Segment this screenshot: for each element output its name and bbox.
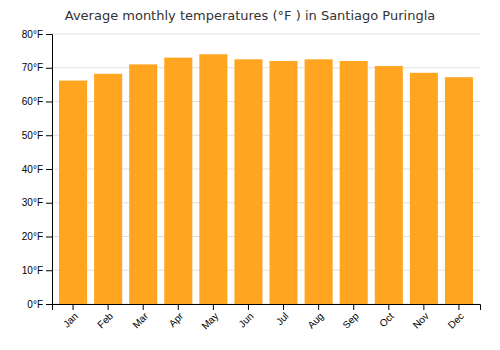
x-tick-mark (423, 304, 424, 310)
x-tick: May (199, 304, 220, 332)
y-tick-label: 70°F (22, 62, 43, 73)
x-tick-mark (353, 304, 354, 310)
x-axis-line (53, 305, 481, 311)
x-tick-mark (283, 304, 284, 310)
y-tick-mark (46, 34, 52, 35)
y-tick-mark (46, 237, 52, 238)
y-tick-mark (46, 203, 52, 204)
y-tick-label: 0°F (27, 299, 43, 310)
y-tick: 40°F (22, 164, 52, 175)
y-tick-mark (46, 135, 52, 136)
x-tick-label: Feb (95, 310, 115, 330)
grid (52, 34, 480, 304)
x-tick-label: Nov (411, 310, 431, 330)
y-tick-label: 40°F (22, 164, 43, 175)
x-tick-label: Oct (377, 310, 396, 329)
bar (59, 81, 87, 304)
y-axis: 0°F 10°F 20°F 30°F 40°F 50°F 60°F 70°F 80°F (22, 29, 53, 310)
x-tick: Feb (95, 304, 115, 330)
y-tick: 20°F (22, 231, 52, 242)
x-tick: Dec (446, 304, 466, 331)
y-tick-mark (46, 169, 52, 170)
x-axis: Jan Feb Mar Apr May Jun Jul Aug Sep Oct Nov Dec (53, 304, 481, 332)
x-tick-label: Jan (61, 310, 80, 329)
x-tick-mark (318, 304, 319, 310)
y-tick-label: 20°F (22, 231, 43, 242)
x-tick: Nov (411, 304, 431, 331)
x-tick: Jul (274, 304, 291, 327)
plot: 0°F 10°F 20°F 30°F 40°F 50°F 60°F 70°F 80°F Jan Fe… (22, 29, 481, 332)
x-tick-mark (178, 304, 179, 310)
x-tick-mark (143, 304, 144, 310)
y-tick: 10°F (22, 265, 52, 276)
bar (410, 73, 438, 304)
x-tick: Oct (377, 304, 396, 329)
x-tick-mark (213, 304, 214, 310)
y-tick: 0°F (27, 299, 52, 310)
bar (164, 58, 192, 304)
x-tick-label: Apr (167, 310, 186, 329)
bar (94, 74, 122, 304)
chart: Average monthly temperatures (°F ) in Sa… (0, 0, 500, 350)
x-tick-mark (458, 304, 459, 310)
x-tick: Aug (305, 304, 325, 331)
bar (270, 61, 298, 304)
x-tick-label: Jun (236, 310, 255, 329)
y-tick-label: 80°F (22, 29, 43, 40)
bar (340, 61, 368, 304)
x-tick-mark (108, 304, 109, 310)
bar (129, 64, 157, 304)
y-tick-label: 30°F (22, 197, 43, 208)
x-tick-mark (248, 304, 249, 310)
y-tick-mark (46, 68, 52, 69)
bar (199, 54, 227, 304)
x-tick-label: Dec (446, 310, 466, 330)
bar (234, 59, 262, 304)
y-tick: 70°F (22, 62, 52, 73)
x-tick-label: May (199, 310, 220, 331)
y-tick-mark (46, 270, 52, 271)
grid-line (52, 34, 480, 35)
y-tick-label: 10°F (22, 265, 43, 276)
x-tick: Jan (61, 304, 80, 330)
bar (375, 66, 403, 304)
x-tick-label: Mar (130, 310, 150, 330)
x-tick: Sep (340, 304, 361, 331)
y-tick-label: 60°F (22, 96, 43, 107)
x-tick-mark (388, 304, 389, 310)
x-tick-label: Jul (274, 310, 291, 327)
x-tick-label: Sep (340, 310, 361, 331)
x-tick: Jun (236, 304, 255, 330)
y-tick: 60°F (22, 96, 52, 107)
x-tick-mark (73, 304, 74, 310)
y-tick: 80°F (22, 29, 52, 40)
bar (445, 77, 473, 304)
grid-line (52, 67, 480, 68)
y-tick-label: 50°F (22, 130, 43, 141)
y-tick-mark (46, 102, 52, 103)
x-tick: Apr (167, 304, 186, 329)
title: Average monthly temperatures (°F ) in Sa… (65, 8, 435, 23)
y-axis-line (46, 35, 53, 305)
x-tick: Mar (130, 304, 150, 330)
y-tick: 30°F (22, 197, 52, 208)
y-tick: 50°F (22, 130, 52, 141)
y-tick-mark (46, 304, 52, 305)
bar (305, 59, 333, 304)
x-tick-label: Aug (305, 310, 325, 330)
bars (59, 54, 473, 304)
